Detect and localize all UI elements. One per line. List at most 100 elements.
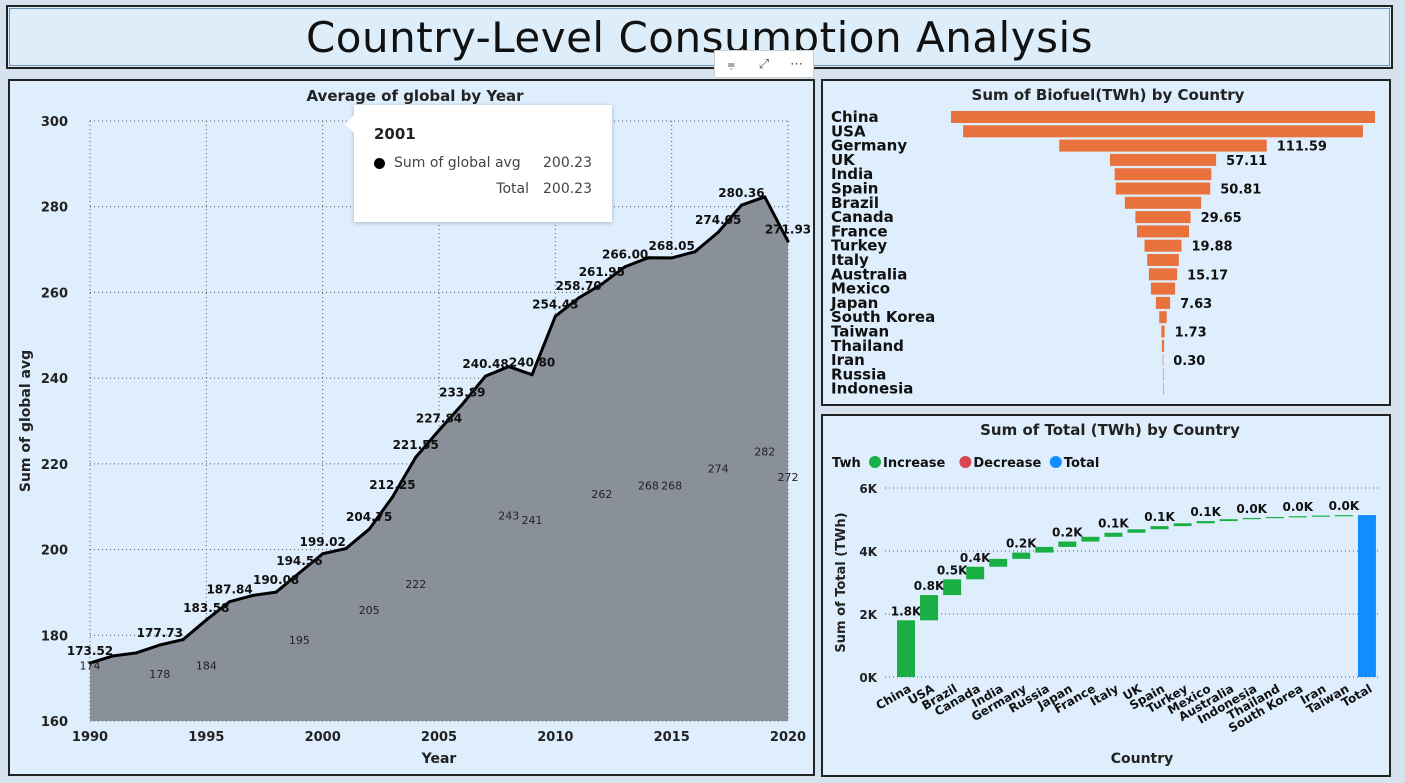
data-label: 1.73 [1175, 326, 1207, 341]
x-tick-label: 2000 [305, 730, 341, 745]
increase-bar [1265, 516, 1284, 519]
data-label: 0.0K [1283, 500, 1314, 514]
funnel-bar [1162, 382, 1164, 395]
data-point [763, 195, 767, 199]
inner-label: 268 [661, 480, 682, 493]
inner-label: 195 [289, 634, 310, 647]
report-title: Country-Level Consumption Analysis [305, 12, 1094, 62]
legend-label: Total [1064, 456, 1100, 471]
focus-mode-icon[interactable]: ⤢ [758, 56, 770, 72]
data-label: 233.89 [439, 385, 485, 399]
tooltip-year: 2001 [374, 125, 416, 143]
data-point [716, 230, 720, 234]
data-point [623, 265, 627, 269]
total-bar [1357, 515, 1376, 677]
inner-label: 174 [80, 660, 101, 673]
legend-marker [869, 456, 881, 468]
category-label: Germany [831, 137, 907, 155]
y-tick-label: 0K [859, 671, 877, 685]
inner-label: 268 [638, 480, 659, 493]
data-point [693, 250, 697, 254]
data-label: 227.84 [416, 411, 462, 425]
increase-bar [989, 558, 1008, 567]
tooltip-row-value: 200.23 [543, 181, 592, 197]
category-label: USA [831, 122, 866, 140]
data-label: 0.30 [1173, 354, 1205, 369]
data-label: 19.88 [1191, 240, 1232, 255]
category-label: Taiwan [831, 323, 889, 341]
increase-bar [1150, 526, 1169, 530]
category-label: Brazil [831, 194, 879, 212]
y-tick-label: 220 [41, 458, 68, 473]
legend-marker [959, 456, 972, 468]
filter-icon[interactable]: ⩦ [727, 56, 736, 72]
increase-bar [1058, 541, 1077, 547]
increase-bar [1035, 546, 1054, 553]
data-label: 261.95 [579, 265, 625, 279]
data-label: 204.75 [346, 510, 392, 524]
increase-bar [1242, 517, 1261, 520]
data-label: 29.65 [1201, 211, 1242, 226]
data-label: 0.1K [1144, 510, 1175, 524]
category-label: Australia [831, 265, 907, 283]
data-label: 177.73 [137, 626, 183, 640]
data-label: 266.00 [602, 248, 648, 262]
data-point [204, 618, 208, 622]
funnel-bar [1144, 239, 1182, 252]
legend-label: Increase [883, 456, 946, 471]
data-label: 15.17 [1187, 268, 1228, 283]
data-label: 173.52 [67, 644, 113, 658]
data-point [670, 256, 674, 260]
data-point [390, 495, 394, 499]
total-waterfall-panel[interactable]: Sum of Total (TWh) by Country Twh Increase… [821, 414, 1391, 777]
data-point [530, 373, 534, 377]
increase-bar [1012, 552, 1031, 559]
data-label: 183.58 [183, 601, 229, 615]
category-label: Mexico [831, 280, 890, 298]
chart-title: Average of global by Year [306, 87, 524, 105]
data-label: 1.8K [891, 604, 922, 618]
inner-label: 274 [708, 462, 729, 475]
data-label: 240.80 [509, 356, 555, 370]
category-label: Italy [831, 251, 869, 269]
increase-bar [1219, 519, 1238, 522]
data-point [600, 282, 604, 286]
funnel-bar [1147, 254, 1179, 266]
data-label: 0.2K [1006, 537, 1037, 551]
data-label: 254.43 [532, 297, 578, 311]
biofuel-chart-panel[interactable]: Sum of Biofuel(TWh) by Country China USA Ge… [821, 79, 1391, 406]
data-label: 111.59 [1277, 140, 1327, 155]
more-options-icon[interactable]: ⋯ [790, 56, 804, 72]
data-point [251, 593, 255, 597]
data-label: 0.1K [1098, 517, 1129, 531]
data-label: 50.81 [1220, 183, 1261, 198]
funnel-bar [1124, 196, 1202, 209]
data-point [484, 374, 488, 378]
tooltip-row-value: 200.23 [543, 155, 592, 171]
y-axis-title: Sum of Total (TWh) [834, 512, 849, 652]
data-point [111, 654, 115, 658]
data-point [181, 638, 185, 642]
increase-bar [943, 579, 962, 596]
category-label: Canada [831, 208, 894, 226]
increase-bar [1081, 536, 1100, 542]
tooltip-row-label: Sum of global avg [394, 155, 521, 171]
y-tick-label: 260 [41, 286, 68, 301]
biofuel-funnel-chart[interactable]: Sum of Biofuel(TWh) by Country ChinaUSAGe… [823, 81, 1389, 404]
data-point [344, 547, 348, 551]
data-label: 268.05 [649, 239, 695, 253]
report-title-banner: Country-Level Consumption Analysis [6, 5, 1393, 69]
funnel-bar [1150, 282, 1176, 295]
data-label: 57.11 [1226, 154, 1267, 169]
funnel-bar [1155, 296, 1171, 309]
data-point [297, 571, 301, 575]
total-waterfall-chart[interactable]: Sum of Total (TWh) by Country Twh Increase… [823, 416, 1389, 775]
funnel-bar [1162, 354, 1164, 367]
funnel-bar [963, 125, 1363, 138]
data-label: 0.0K [1329, 499, 1360, 513]
increase-bar [1311, 515, 1330, 517]
inner-label: 241 [522, 514, 543, 527]
increase-bar [1104, 532, 1123, 537]
y-tick-label: 180 [41, 629, 68, 644]
data-point [414, 455, 418, 459]
